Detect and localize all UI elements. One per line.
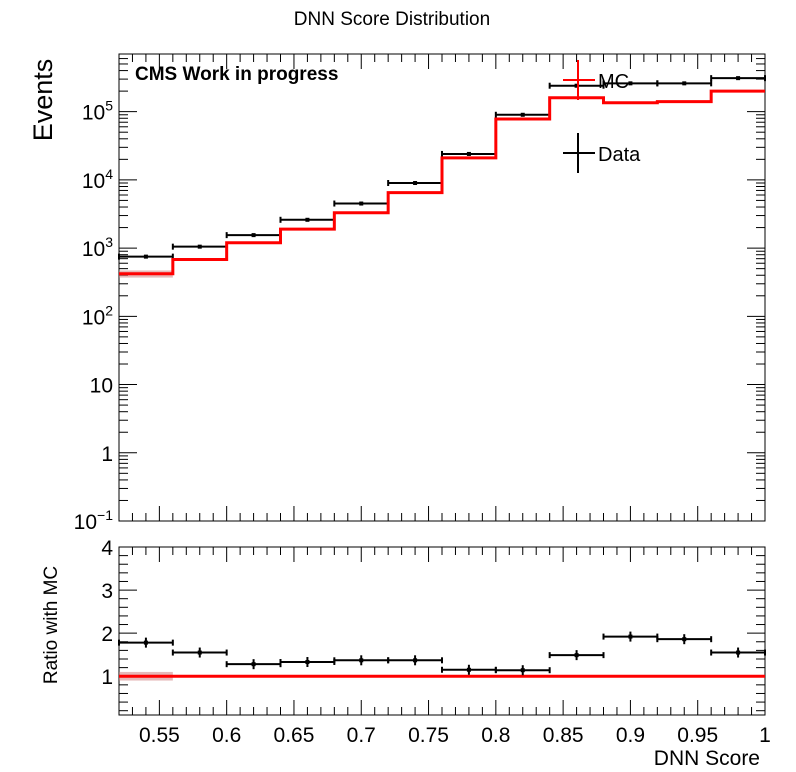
ratio-point (333, 655, 390, 666)
ratio-points (118, 631, 766, 676)
main-y-tick-label: 102 (82, 302, 113, 329)
ratio-point (225, 659, 282, 670)
data-point (494, 111, 551, 118)
x-tick-label: 0.8 (481, 724, 510, 747)
ratio-point (279, 657, 336, 668)
legend-entry-mc: MC (563, 60, 629, 100)
legend-mc-label: MC (598, 71, 629, 93)
data-point (387, 180, 443, 187)
ratio-point (441, 664, 497, 675)
legend: MC Data (563, 60, 641, 173)
mc-series-line (119, 89, 765, 276)
ratio-y-tick-labels: 1 2 3 4 (101, 537, 113, 689)
x-tick-label: 0.85 (543, 724, 584, 747)
main-y-tick-label: 10 (90, 375, 113, 398)
x-tick-label: 0.55 (139, 724, 180, 747)
ratio-y-axis-label: Ratio with MC (41, 566, 62, 684)
x-tick-labels: 0.55 0.6 0.65 0.7 0.75 0.8 0.85 0.9 0.95 1 (139, 724, 771, 747)
ratio-point (656, 634, 713, 645)
data-point (441, 150, 497, 157)
ratio-plot-panel: 1 2 3 4 0.55 0.6 0.65 0.7 0.75 0.8 0.85 0.9 0.95 1 R… (41, 537, 771, 770)
main-axis-ticks (118, 53, 766, 522)
main-plot-panel: 10−1 1 10 102 103 104 105 Events CMS Work in p… (28, 53, 766, 534)
x-tick-label: 0.95 (677, 724, 718, 747)
ratio-point (494, 665, 551, 676)
x-tick-label: 0.75 (408, 724, 449, 747)
x-axis-label: DNN Score (654, 747, 760, 770)
x-tick-label: 0.9 (616, 724, 645, 747)
data-point (710, 75, 766, 82)
data-point (656, 80, 713, 87)
main-y-tick-label: 10−1 (74, 507, 114, 534)
data-point (279, 216, 336, 223)
main-y-tick-label: 105 (82, 98, 113, 125)
ratio-plot-frame (118, 546, 766, 716)
ratio-point (548, 650, 605, 661)
ratio-y-tick-label: 4 (101, 537, 113, 560)
main-y-tick-label: 104 (82, 166, 113, 193)
x-tick-label: 1 (759, 724, 771, 747)
x-tick-label: 0.7 (347, 724, 376, 747)
ratio-point (710, 647, 766, 658)
data-point (171, 243, 228, 250)
ratio-axis-ticks (118, 546, 766, 715)
data-point (225, 232, 282, 239)
legend-data-label: Data (598, 144, 641, 166)
x-tick-label: 0.65 (274, 724, 315, 747)
data-point (333, 200, 390, 207)
main-y-tick-label: 103 (82, 234, 113, 261)
main-plot-frame (118, 53, 766, 522)
ratio-y-tick-label: 3 (101, 580, 113, 603)
ratio-point (171, 647, 228, 658)
x-tick-label: 0.6 (212, 724, 241, 747)
ratio-y-tick-label: 1 (101, 666, 113, 689)
ratio-point (387, 655, 443, 666)
main-y-tick-label: 1 (101, 443, 113, 466)
chart-title: DNN Score Distribution (294, 9, 490, 30)
legend-entry-data: Data (563, 133, 641, 173)
cms-annotation: CMS Work in progress (135, 64, 338, 85)
main-y-tick-labels: 10−1 1 10 102 103 104 105 (74, 98, 114, 534)
data-point (548, 82, 605, 89)
main-y-axis-label: Events (28, 59, 58, 142)
ratio-point (602, 631, 659, 642)
ratio-y-tick-label: 2 (101, 623, 113, 646)
ratio-point (118, 637, 174, 648)
